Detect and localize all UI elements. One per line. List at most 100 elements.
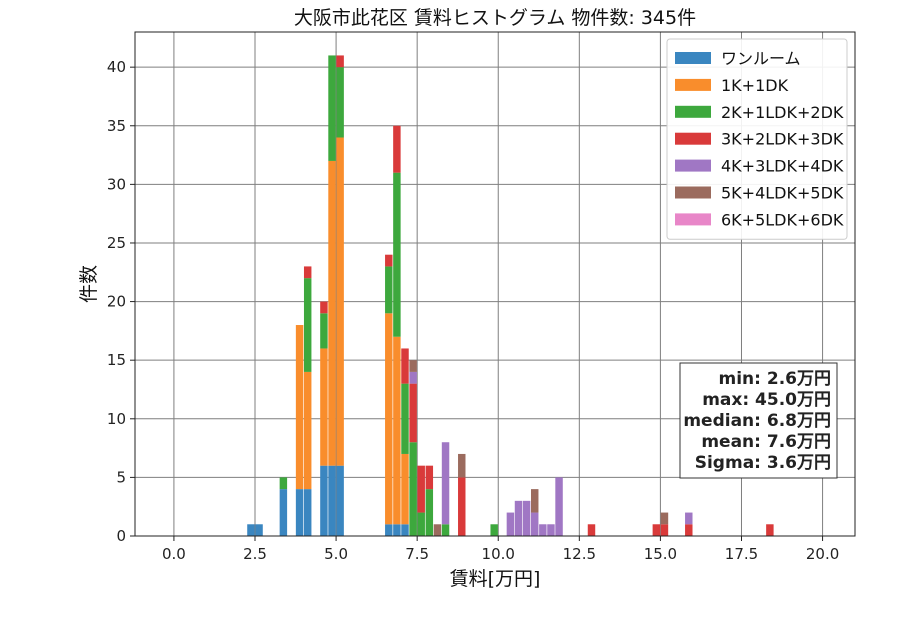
bar-segment (433, 524, 442, 536)
bar-segment (385, 266, 393, 314)
bar-segment (685, 512, 693, 525)
bar-segment (531, 489, 539, 513)
bar-segment (409, 360, 417, 372)
bar-segment (555, 477, 563, 536)
bar-segment (506, 512, 515, 536)
y-axis-title: 件数 (78, 265, 100, 303)
legend-label: 2K+1LDK+2DK (721, 103, 844, 122)
stats-line: Sigma: 3.6万円 (695, 453, 831, 473)
bar-segment (320, 348, 328, 466)
bar-segment (279, 489, 288, 536)
bar-segment (547, 524, 555, 536)
bar-segment (425, 465, 434, 490)
bar-segment (303, 266, 312, 279)
bar-segment (458, 477, 466, 536)
x-tick-label: 10.0 (482, 545, 515, 563)
bar-segment (514, 500, 523, 536)
legend-label: 3K+2LDK+3DK (721, 130, 844, 149)
x-tick-label: 7.5 (405, 545, 429, 563)
grid-lines (135, 32, 855, 537)
legend-frame (666, 38, 848, 240)
legend: ワンルーム 1K+1DK 2K+1LDK+2DK 3K+2LDK+3DK 4K+3LDK… (666, 38, 848, 240)
bar-segment (336, 465, 344, 536)
legend-label: 1K+1DK (721, 76, 789, 95)
legend-swatch (675, 159, 711, 172)
bar-segment (328, 160, 336, 466)
bar-segment (401, 453, 409, 525)
bar-segment (328, 465, 336, 536)
bar-segment (385, 524, 393, 536)
x-axis-ticks: 0.0 2.5 5.0 7.5 10.0 12.5 15.0 17.5 20.0 (162, 536, 839, 563)
legend-label: 5K+4LDK+5DK (721, 184, 844, 203)
x-tick-label: 20.0 (806, 545, 839, 563)
bar-segment (401, 348, 409, 384)
bar-segment (336, 137, 344, 466)
y-tick-label: 0 (116, 527, 126, 545)
y-tick-label: 20 (107, 293, 126, 311)
bar-segment (303, 278, 312, 372)
legend-label: ワンルーム (721, 49, 801, 68)
legend-label: 4K+3LDK+4DK (721, 157, 844, 176)
x-tick-label: 15.0 (644, 545, 677, 563)
bar-segment (336, 55, 344, 68)
bar-segment (417, 512, 425, 536)
bar-segment (385, 254, 393, 267)
bar-segment (336, 67, 344, 138)
x-tick-label: 2.5 (243, 545, 267, 563)
bar-segment (660, 512, 669, 525)
x-tick-label: 12.5 (563, 545, 596, 563)
plot-frame (134, 31, 856, 537)
bar-segment (766, 524, 774, 536)
bar-segment (393, 524, 401, 536)
bar-segment (652, 524, 661, 536)
bar-segment (393, 172, 401, 337)
y-tick-label: 15 (107, 351, 126, 369)
bar-segment (425, 489, 434, 536)
bar-segment (255, 524, 263, 536)
bar-segment (522, 500, 531, 536)
bar-segment (409, 383, 417, 443)
bar-segment (303, 371, 312, 490)
bar-segment (409, 371, 417, 384)
x-tick-label: 17.5 (725, 545, 758, 563)
bar-segment (303, 489, 312, 536)
chart-title: 大阪市此花区 賃料ヒストグラム 物件数: 345件 (294, 7, 696, 29)
bar-segment (660, 524, 669, 536)
bar-segment (328, 55, 336, 161)
stats-line: min: 2.6万円 (719, 369, 831, 389)
legend-swatch (675, 132, 711, 145)
y-tick-label: 30 (107, 175, 126, 193)
y-tick-label: 25 (107, 234, 126, 252)
bar-segment (393, 336, 401, 525)
bar-segment (458, 453, 466, 478)
bar-segment (247, 524, 255, 536)
bar-segment (417, 465, 425, 513)
bar-segment (539, 524, 547, 536)
bar-segment (401, 383, 409, 454)
bar-segment (320, 465, 328, 536)
stats-line: median: 6.8万円 (683, 411, 831, 431)
y-tick-label: 40 (107, 58, 126, 76)
bar-segment (320, 301, 328, 314)
y-tick-label: 5 (116, 468, 126, 486)
bar-segment (441, 524, 450, 536)
x-tick-label: 5.0 (324, 545, 348, 563)
x-axis-title: 賃料[万円] (450, 568, 541, 590)
bar-segment (587, 524, 596, 536)
legend-swatch (675, 213, 711, 226)
bar-segment (279, 477, 288, 490)
bar-segment (441, 442, 450, 525)
bars (247, 55, 774, 536)
bar-segment (685, 524, 693, 536)
legend-swatch (675, 52, 711, 64)
legend-swatch (675, 186, 711, 199)
bar-segment (490, 524, 498, 536)
bar-segment (531, 512, 539, 536)
stats-line: mean: 7.6万円 (701, 432, 831, 452)
x-tick-label: 0.0 (162, 545, 186, 563)
bar-segment (320, 313, 328, 349)
bar-segment (295, 325, 304, 490)
